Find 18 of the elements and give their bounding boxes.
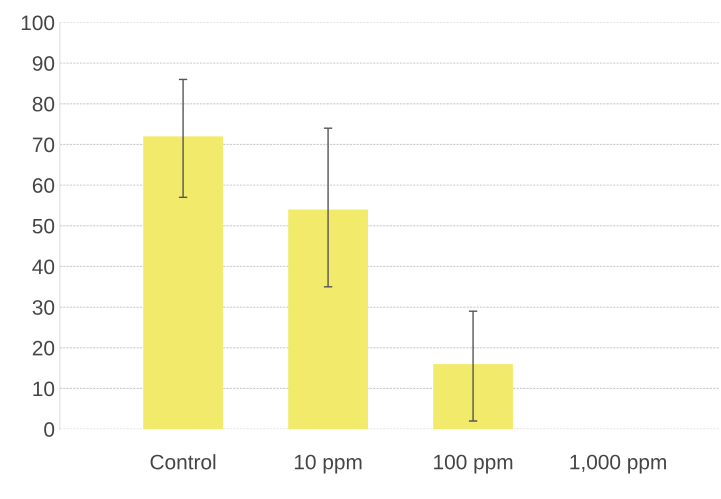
bar xyxy=(288,210,368,430)
x-tick-label: Control xyxy=(150,454,216,470)
x-tick-label: 10 ppm xyxy=(294,454,362,474)
bar xyxy=(433,364,513,430)
y-tick-label: 0 xyxy=(44,422,54,437)
y-tick-label: 90 xyxy=(32,56,54,71)
y-tick-label: 10 xyxy=(33,381,54,396)
x-tick-label: 100 ppm xyxy=(434,454,512,474)
y-tick-label: 40 xyxy=(32,259,54,274)
y-tick-label: 100 xyxy=(22,15,54,30)
y-tick-label: 60 xyxy=(32,178,54,193)
bar xyxy=(143,136,223,430)
y-tick-label: 30 xyxy=(32,300,54,315)
y-tick-label: 70 xyxy=(32,137,54,152)
x-tick-label: 1,000 ppm xyxy=(570,454,666,474)
y-tick-label: 50 xyxy=(32,218,54,234)
y-tick-label: 80 xyxy=(32,96,54,112)
y-tick-label: 20 xyxy=(32,340,54,356)
